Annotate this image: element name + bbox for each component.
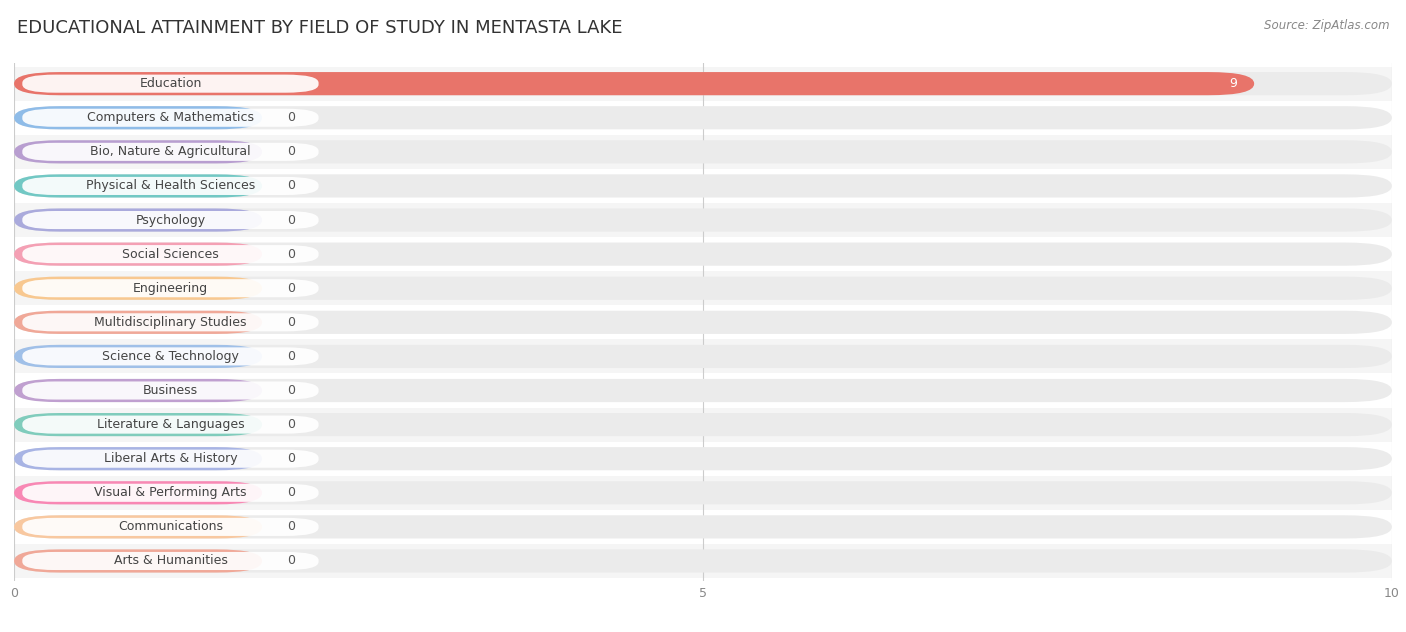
FancyBboxPatch shape: [14, 72, 1392, 95]
FancyBboxPatch shape: [14, 140, 262, 164]
Text: Visual & Performing Arts: Visual & Performing Arts: [94, 486, 246, 499]
Bar: [0, 135, 1406, 169]
Bar: [0, 203, 1406, 237]
FancyBboxPatch shape: [14, 243, 262, 265]
Text: Source: ZipAtlas.com: Source: ZipAtlas.com: [1264, 19, 1389, 32]
FancyBboxPatch shape: [14, 174, 262, 198]
FancyBboxPatch shape: [22, 518, 319, 536]
Bar: [0, 100, 1406, 135]
Text: Literature & Languages: Literature & Languages: [97, 418, 245, 431]
Bar: [0, 271, 1406, 305]
Bar: [0, 66, 1406, 100]
Bar: [0, 476, 1406, 510]
Text: 0: 0: [287, 486, 295, 499]
Bar: [0, 169, 1406, 203]
FancyBboxPatch shape: [14, 447, 262, 470]
FancyBboxPatch shape: [22, 416, 319, 434]
Bar: [0, 510, 1406, 544]
Bar: [0, 339, 1406, 374]
Bar: [0, 237, 1406, 271]
Text: Liberal Arts & History: Liberal Arts & History: [104, 453, 238, 465]
FancyBboxPatch shape: [22, 279, 319, 297]
Text: Psychology: Psychology: [135, 214, 205, 226]
FancyBboxPatch shape: [14, 209, 262, 231]
FancyBboxPatch shape: [14, 379, 262, 402]
Text: 0: 0: [287, 248, 295, 260]
Text: Social Sciences: Social Sciences: [122, 248, 219, 260]
FancyBboxPatch shape: [22, 483, 319, 502]
Bar: [0, 305, 1406, 339]
Text: 0: 0: [287, 384, 295, 397]
FancyBboxPatch shape: [22, 143, 319, 161]
Text: EDUCATIONAL ATTAINMENT BY FIELD OF STUDY IN MENTASTA LAKE: EDUCATIONAL ATTAINMENT BY FIELD OF STUDY…: [17, 19, 623, 37]
FancyBboxPatch shape: [22, 313, 319, 331]
Text: 0: 0: [287, 418, 295, 431]
FancyBboxPatch shape: [22, 75, 319, 93]
FancyBboxPatch shape: [14, 140, 1392, 164]
FancyBboxPatch shape: [14, 106, 262, 130]
Text: Multidisciplinary Studies: Multidisciplinary Studies: [94, 316, 246, 329]
Text: 0: 0: [287, 316, 295, 329]
FancyBboxPatch shape: [14, 413, 1392, 436]
FancyBboxPatch shape: [14, 515, 262, 538]
FancyBboxPatch shape: [14, 345, 1392, 368]
FancyBboxPatch shape: [14, 106, 1392, 130]
Text: Arts & Humanities: Arts & Humanities: [114, 554, 228, 568]
Text: Communications: Communications: [118, 520, 224, 533]
FancyBboxPatch shape: [14, 72, 1254, 95]
FancyBboxPatch shape: [22, 177, 319, 195]
FancyBboxPatch shape: [22, 245, 319, 263]
FancyBboxPatch shape: [14, 243, 1392, 265]
Text: 9: 9: [1230, 77, 1237, 90]
FancyBboxPatch shape: [22, 109, 319, 127]
FancyBboxPatch shape: [14, 549, 1392, 573]
Text: Education: Education: [139, 77, 201, 90]
Text: 0: 0: [287, 453, 295, 465]
FancyBboxPatch shape: [22, 211, 319, 229]
FancyBboxPatch shape: [14, 174, 1392, 198]
FancyBboxPatch shape: [14, 311, 1392, 334]
FancyBboxPatch shape: [14, 277, 262, 300]
Text: Computers & Mathematics: Computers & Mathematics: [87, 111, 254, 125]
FancyBboxPatch shape: [14, 515, 1392, 538]
FancyBboxPatch shape: [22, 348, 319, 365]
FancyBboxPatch shape: [14, 549, 262, 573]
Bar: [0, 408, 1406, 442]
FancyBboxPatch shape: [14, 481, 262, 504]
FancyBboxPatch shape: [14, 447, 1392, 470]
Text: Physical & Health Sciences: Physical & Health Sciences: [86, 179, 254, 192]
Text: Science & Technology: Science & Technology: [103, 350, 239, 363]
Text: 0: 0: [287, 282, 295, 295]
Bar: [0, 544, 1406, 578]
Text: 0: 0: [287, 145, 295, 159]
FancyBboxPatch shape: [14, 481, 1392, 504]
FancyBboxPatch shape: [22, 552, 319, 570]
Text: 0: 0: [287, 111, 295, 125]
FancyBboxPatch shape: [14, 277, 1392, 300]
FancyBboxPatch shape: [14, 311, 262, 334]
Text: 0: 0: [287, 520, 295, 533]
FancyBboxPatch shape: [22, 382, 319, 399]
Text: Bio, Nature & Agricultural: Bio, Nature & Agricultural: [90, 145, 250, 159]
Bar: [0, 374, 1406, 408]
Text: 0: 0: [287, 214, 295, 226]
FancyBboxPatch shape: [22, 449, 319, 468]
Text: 0: 0: [287, 350, 295, 363]
Text: 0: 0: [287, 554, 295, 568]
Text: Engineering: Engineering: [134, 282, 208, 295]
Text: Business: Business: [143, 384, 198, 397]
Bar: [0, 442, 1406, 476]
FancyBboxPatch shape: [14, 209, 1392, 231]
FancyBboxPatch shape: [14, 345, 262, 368]
FancyBboxPatch shape: [14, 413, 262, 436]
FancyBboxPatch shape: [14, 379, 1392, 402]
Text: 0: 0: [287, 179, 295, 192]
